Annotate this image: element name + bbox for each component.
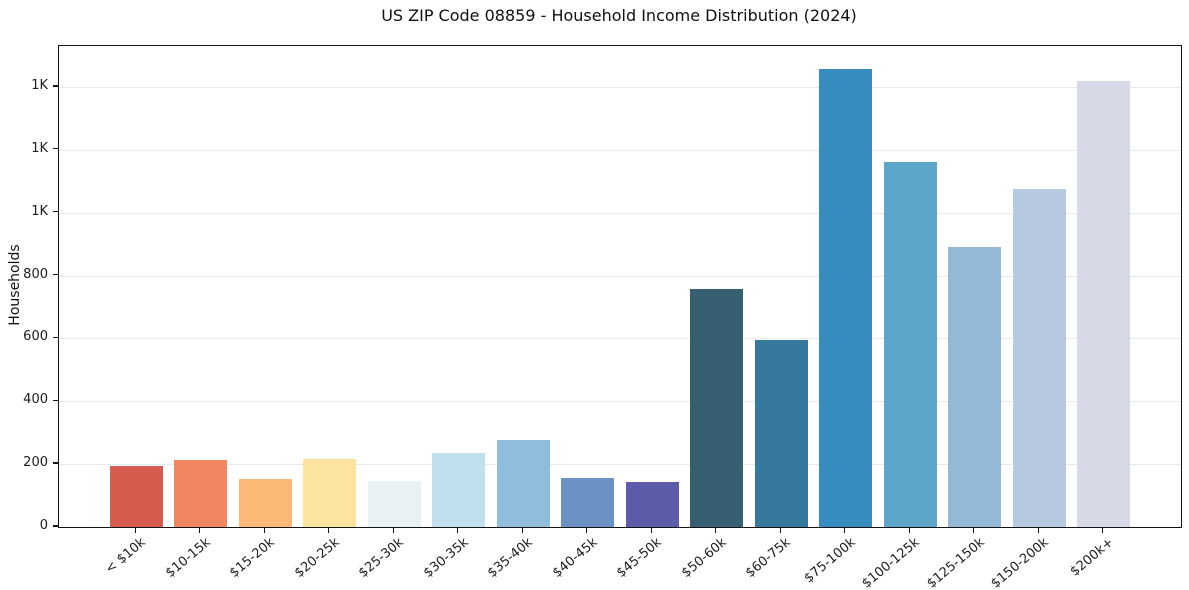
chart-title: US ZIP Code 08859 - Household Income Dis… xyxy=(381,6,857,25)
x-tick-label: $30-35k xyxy=(420,535,472,581)
y-tick-label: 400 xyxy=(23,392,48,408)
bar--15-20k xyxy=(238,478,292,527)
x-tick-mark xyxy=(973,527,975,533)
x-tick-mark xyxy=(328,527,330,533)
y-tick-mark xyxy=(53,273,58,276)
x-tick-label: $75-100k xyxy=(801,535,859,587)
bar--20-25k xyxy=(303,459,357,527)
y-tick-mark xyxy=(53,210,58,213)
x-tick-mark xyxy=(779,527,781,533)
bar--50-60k xyxy=(690,289,744,527)
bar--30-35k xyxy=(432,453,486,527)
x-tick-mark xyxy=(650,527,652,533)
gridline-y600 xyxy=(59,338,1181,340)
y-tick-label: 1K xyxy=(31,203,48,219)
x-tick-label: $10-15k xyxy=(162,535,214,581)
y-tick-label: 0 xyxy=(39,518,48,533)
x-tick-mark xyxy=(521,527,523,533)
bar--60-75k xyxy=(754,339,808,527)
y-tick-mark xyxy=(53,336,58,339)
x-tick-mark xyxy=(844,527,846,533)
y-axis-title: Households xyxy=(7,244,23,326)
y-tick-label: 1K xyxy=(31,140,48,156)
bar--10k xyxy=(109,466,163,527)
x-tick-mark xyxy=(715,527,717,533)
y-tick-mark xyxy=(53,85,58,87)
x-tick-mark xyxy=(586,527,588,533)
bar--40-45k xyxy=(561,478,615,527)
gridline-y1200 xyxy=(59,149,1181,151)
gridline-y1000 xyxy=(59,212,1181,214)
x-tick-mark xyxy=(199,527,201,533)
x-tick-mark xyxy=(1102,527,1104,533)
y-tick-label: 1K xyxy=(31,77,48,93)
y-tick-label: 600 xyxy=(23,329,48,345)
y-tick-mark xyxy=(53,148,58,150)
x-tick-label: $35-40k xyxy=(485,535,536,581)
y-tick-mark xyxy=(53,525,58,527)
y-tick-mark xyxy=(53,399,58,401)
gridline-y1400 xyxy=(59,86,1181,88)
x-tick-label: $15-20k xyxy=(227,535,278,581)
plot-area xyxy=(58,45,1182,528)
x-tick-label: $40-45k xyxy=(549,535,601,581)
y-tick-label: 200 xyxy=(23,455,48,471)
x-tick-label: < $10k xyxy=(103,535,149,577)
gridline-y200 xyxy=(59,464,1181,466)
x-tick-label: $20-25k xyxy=(291,535,343,581)
y-tick-mark xyxy=(53,462,58,464)
x-tick-label: $100-125k xyxy=(859,535,923,590)
bar--75-100k xyxy=(819,69,873,527)
x-tick-label: $60-75k xyxy=(743,535,794,581)
x-tick-mark xyxy=(457,527,459,533)
x-tick-mark xyxy=(1037,527,1039,533)
bar--10-15k xyxy=(174,460,228,527)
x-tick-mark xyxy=(134,527,136,533)
bar--150-200k xyxy=(1012,189,1066,527)
x-tick-label: $25-30k xyxy=(356,535,407,581)
bar--45-50k xyxy=(625,482,679,527)
x-tick-mark xyxy=(392,527,394,533)
x-tick-label: $45-50k xyxy=(614,535,665,581)
x-tick-label: $200k+ xyxy=(1067,535,1117,580)
bar--200k+ xyxy=(1077,81,1131,527)
x-tick-label: $150-200k xyxy=(988,535,1052,590)
x-tick-label: $125-150k xyxy=(924,535,988,590)
gridline-y400 xyxy=(59,401,1181,403)
x-tick-mark xyxy=(263,527,265,533)
y-tick-label: 800 xyxy=(23,266,48,282)
bar--25-30k xyxy=(367,481,421,527)
gridline-y800 xyxy=(59,275,1181,277)
bar--125-150k xyxy=(948,247,1002,527)
bar--100-125k xyxy=(883,162,937,527)
x-tick-mark xyxy=(908,527,910,533)
bar--35-40k xyxy=(496,439,550,527)
x-tick-label: $50-60k xyxy=(678,535,730,581)
